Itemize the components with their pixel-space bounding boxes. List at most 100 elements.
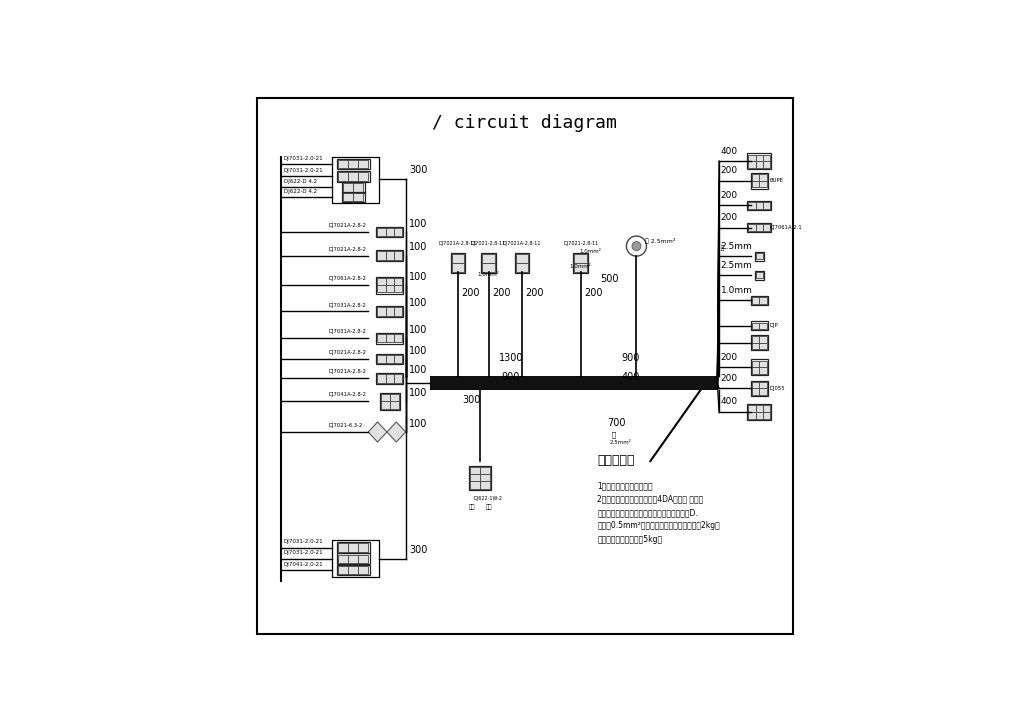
Bar bbox=[381, 402, 390, 409]
Bar bbox=[394, 278, 402, 285]
Text: 900: 900 bbox=[622, 353, 640, 363]
Text: 100: 100 bbox=[410, 298, 428, 308]
Text: 100: 100 bbox=[410, 272, 428, 282]
Text: 绿 2.5mm²: 绿 2.5mm² bbox=[645, 238, 675, 244]
Text: DJ7061A-2.8-2: DJ7061A-2.8-2 bbox=[329, 276, 367, 281]
Text: 100: 100 bbox=[410, 388, 428, 398]
Bar bbox=[480, 474, 490, 481]
Text: 100: 100 bbox=[410, 418, 428, 428]
Bar bbox=[515, 253, 529, 273]
Bar bbox=[353, 183, 364, 191]
Bar bbox=[752, 382, 759, 389]
Bar bbox=[358, 543, 369, 552]
Text: 200: 200 bbox=[721, 213, 738, 222]
Bar bbox=[338, 543, 348, 552]
Text: 200: 200 bbox=[721, 191, 738, 200]
Bar bbox=[385, 278, 394, 285]
Bar bbox=[377, 334, 385, 342]
Bar bbox=[343, 183, 353, 191]
Bar bbox=[756, 224, 763, 231]
Bar bbox=[748, 154, 771, 169]
Text: 技术要求：: 技术要求： bbox=[597, 454, 635, 467]
Text: 件压紧后拔脱力不小于5kg。: 件压紧后拔脱力不小于5kg。 bbox=[597, 535, 663, 544]
Text: 1.0mm²: 1.0mm² bbox=[580, 249, 601, 254]
Bar bbox=[470, 467, 480, 474]
Text: 2.5mm²: 2.5mm² bbox=[609, 440, 632, 445]
Bar bbox=[480, 481, 490, 489]
Text: 100: 100 bbox=[410, 242, 428, 252]
Bar bbox=[376, 277, 403, 294]
Bar bbox=[390, 394, 398, 402]
Bar bbox=[394, 228, 402, 236]
Text: 红: 红 bbox=[611, 431, 615, 437]
Text: DJ7021-2.8-11: DJ7021-2.8-11 bbox=[563, 241, 598, 246]
Circle shape bbox=[632, 241, 641, 251]
Bar bbox=[748, 223, 771, 232]
Bar bbox=[756, 272, 763, 278]
Bar bbox=[470, 474, 480, 481]
Text: DJ7031A-2.8-2: DJ7031A-2.8-2 bbox=[329, 302, 367, 307]
Bar bbox=[756, 154, 763, 161]
Bar bbox=[358, 160, 369, 168]
Text: 400: 400 bbox=[721, 397, 738, 406]
Bar bbox=[385, 374, 394, 383]
Bar bbox=[763, 405, 770, 412]
Bar bbox=[381, 394, 390, 402]
Text: 300: 300 bbox=[410, 165, 428, 175]
Text: 以透明保护套；红线、黑线、负极线干线采用D.: 以透明保护套；红线、黑线、负极线干线采用D. bbox=[597, 508, 698, 517]
Bar bbox=[377, 228, 385, 236]
Bar bbox=[394, 252, 402, 260]
Bar bbox=[516, 254, 528, 263]
Bar bbox=[574, 263, 587, 272]
Bar bbox=[452, 263, 464, 272]
Bar bbox=[755, 252, 764, 260]
Text: 200: 200 bbox=[721, 352, 738, 362]
Bar bbox=[376, 306, 403, 317]
Bar bbox=[759, 360, 767, 368]
Bar bbox=[759, 336, 767, 343]
Bar bbox=[358, 172, 369, 181]
Text: DJ7041A-2.8-2: DJ7041A-2.8-2 bbox=[329, 392, 367, 397]
Bar bbox=[394, 307, 402, 315]
Text: DJ622-1W-2: DJ622-1W-2 bbox=[473, 496, 503, 501]
Bar bbox=[451, 253, 465, 273]
Bar bbox=[481, 253, 496, 273]
Bar bbox=[469, 465, 492, 490]
Bar bbox=[348, 172, 358, 181]
Bar bbox=[377, 252, 385, 260]
Text: 400: 400 bbox=[721, 146, 738, 156]
Bar bbox=[338, 160, 348, 168]
Text: DJ7031-2.0-21: DJ7031-2.0-21 bbox=[284, 539, 324, 544]
Bar bbox=[470, 481, 480, 489]
Bar bbox=[752, 323, 759, 329]
Text: DJP: DJP bbox=[769, 323, 778, 328]
Bar bbox=[376, 333, 403, 344]
Bar bbox=[755, 270, 764, 280]
Text: 300: 300 bbox=[463, 395, 481, 405]
Bar bbox=[759, 297, 767, 304]
Text: DJ7031A-2.8-2: DJ7031A-2.8-2 bbox=[329, 329, 367, 334]
Bar bbox=[752, 389, 759, 395]
Bar bbox=[385, 334, 394, 342]
Text: 700: 700 bbox=[607, 418, 626, 428]
Text: 200: 200 bbox=[525, 288, 544, 298]
Text: 100: 100 bbox=[410, 219, 428, 229]
Bar bbox=[756, 202, 763, 209]
Bar bbox=[482, 254, 495, 263]
Bar bbox=[749, 154, 756, 161]
Bar bbox=[377, 374, 385, 383]
Bar bbox=[752, 360, 759, 368]
Text: DJ622-D 4.2: DJ622-D 4.2 bbox=[284, 179, 316, 184]
Bar bbox=[759, 368, 767, 374]
Text: 200: 200 bbox=[492, 288, 510, 298]
Text: DJ055: DJ055 bbox=[769, 386, 785, 391]
Bar bbox=[376, 373, 403, 384]
Bar bbox=[353, 193, 364, 201]
Bar bbox=[752, 174, 759, 181]
Text: 1300: 1300 bbox=[499, 353, 523, 363]
Bar bbox=[376, 227, 403, 238]
Bar bbox=[752, 336, 759, 343]
Bar bbox=[759, 382, 767, 389]
Bar bbox=[763, 412, 770, 418]
Text: DJ7021-6.3-2: DJ7021-6.3-2 bbox=[329, 423, 362, 428]
